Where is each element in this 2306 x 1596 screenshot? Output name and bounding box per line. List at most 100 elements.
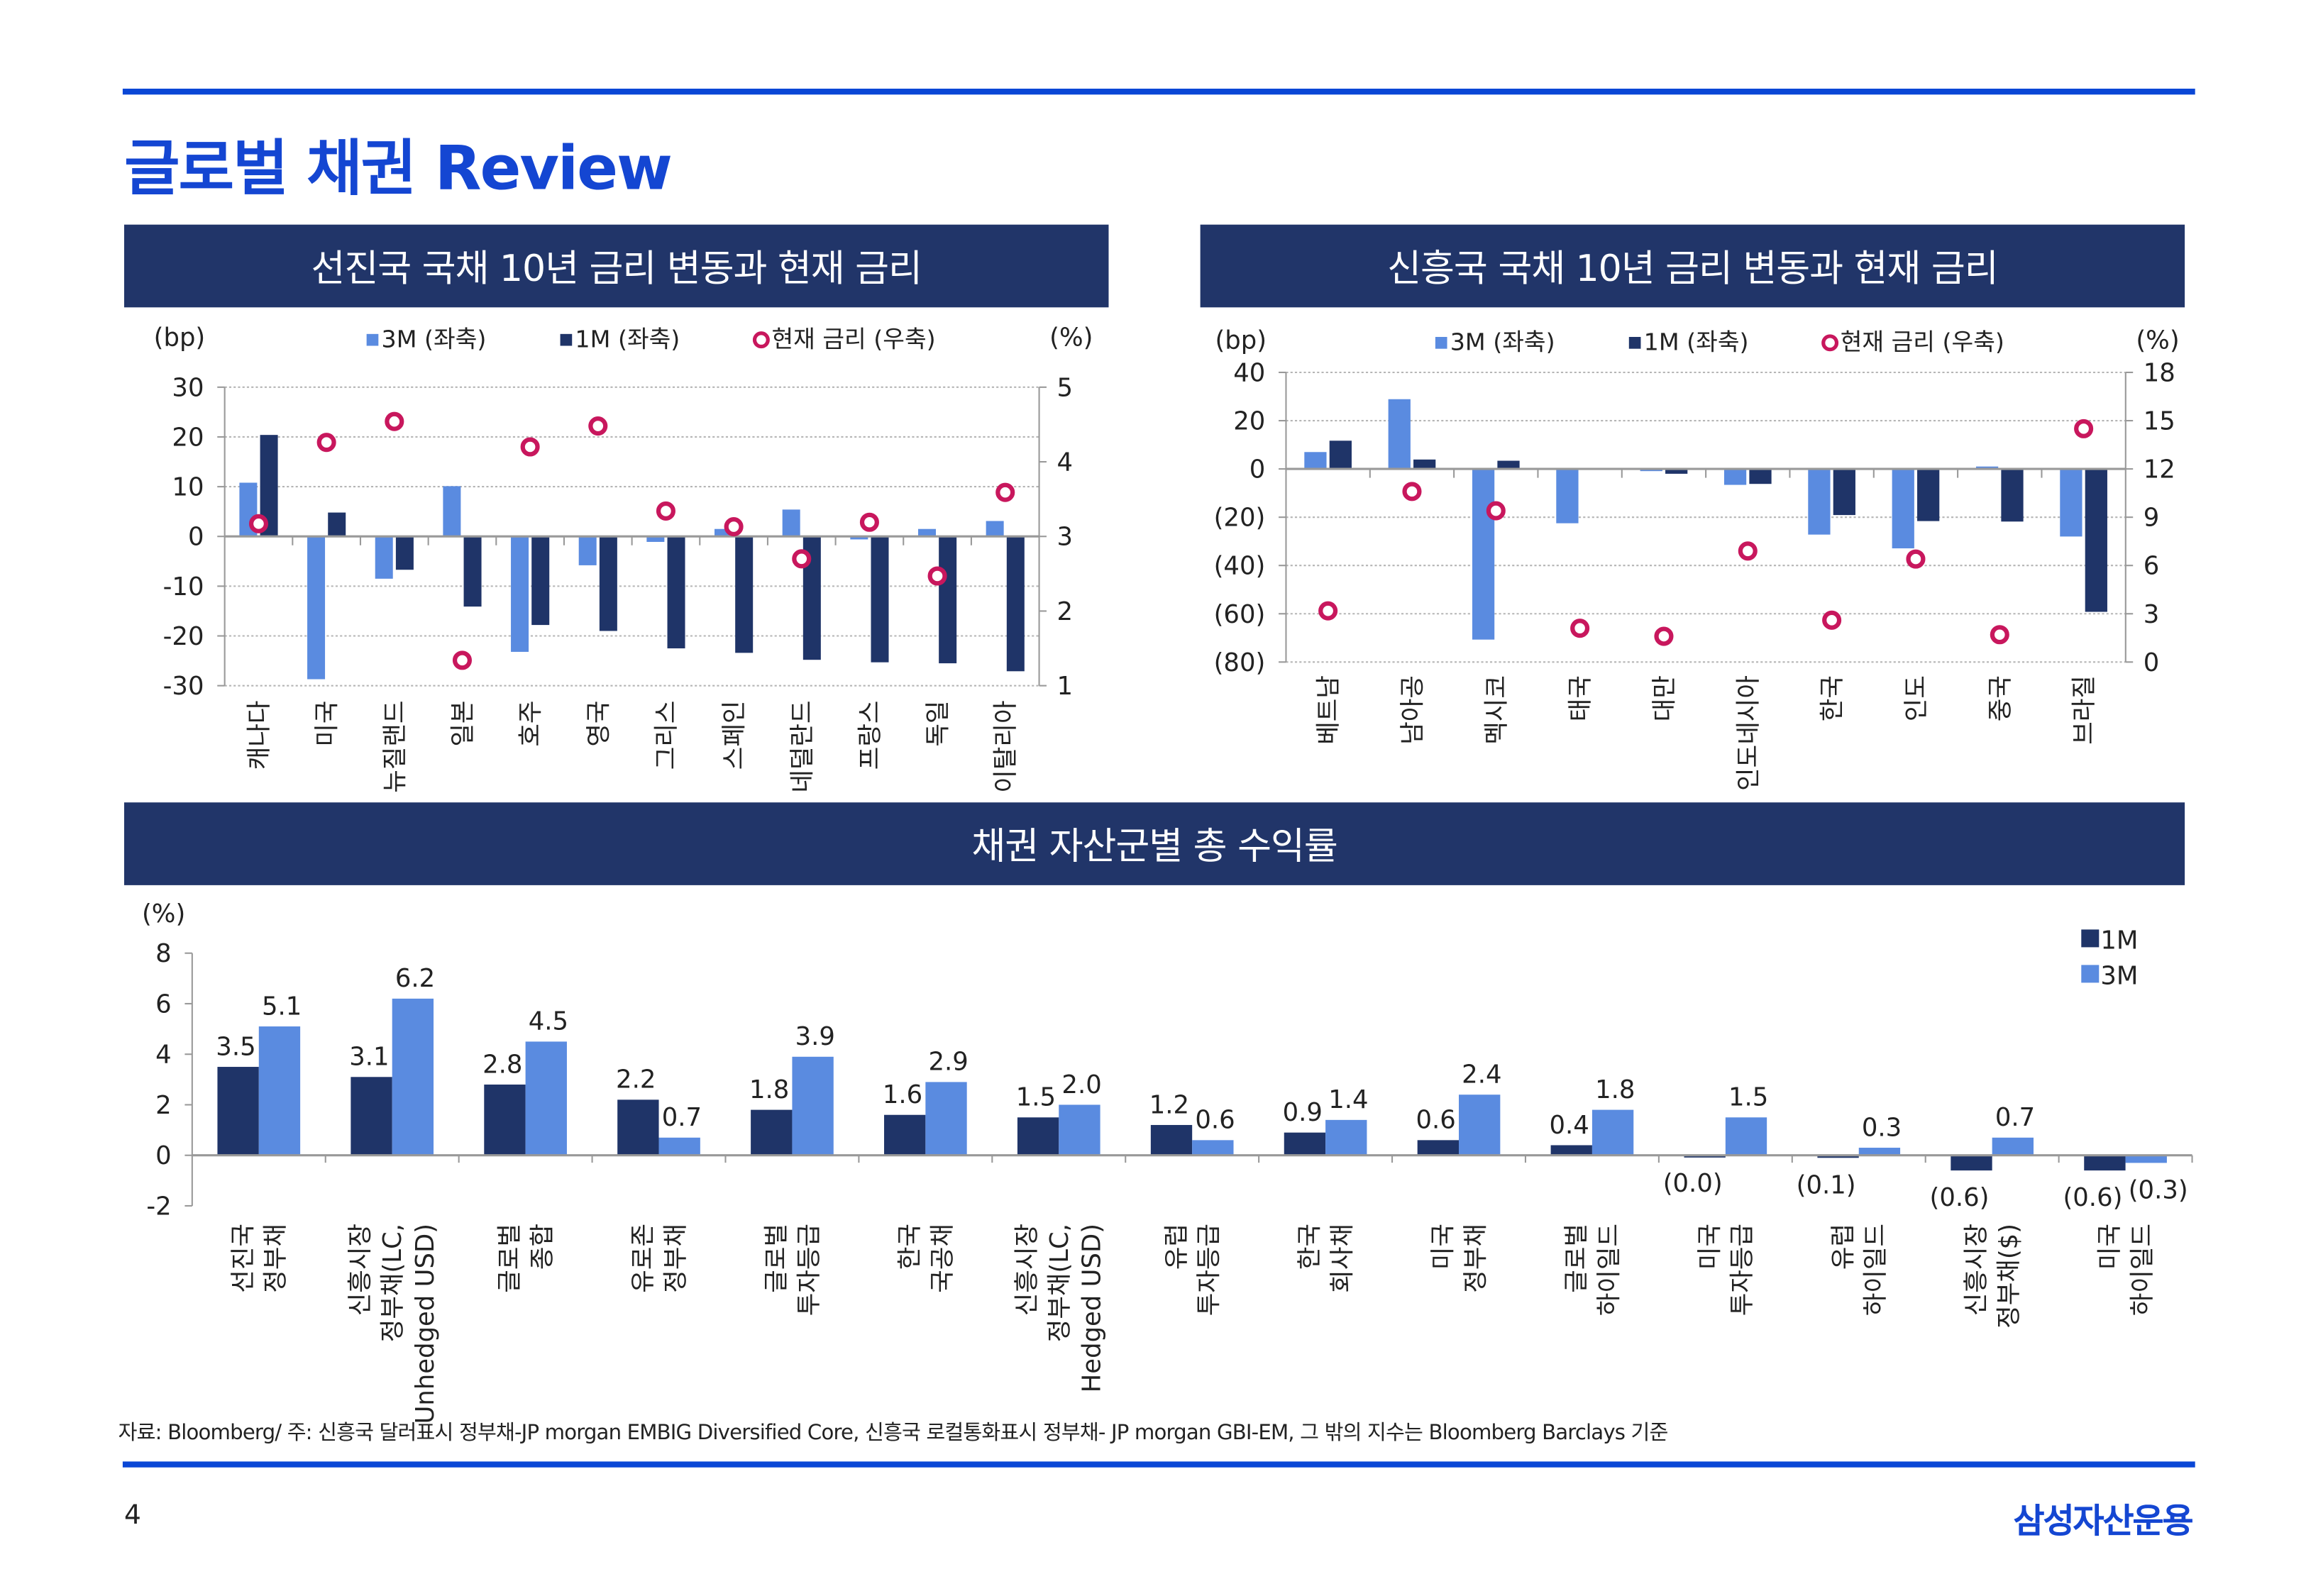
bar-3m — [1975, 466, 1999, 470]
x-tick-label-line: 하이일드 — [1594, 1224, 1623, 1316]
x-tick-label: 태국 — [1566, 675, 1595, 721]
data-label-3m: 0.7 — [662, 1103, 702, 1132]
y-tick-label: (80) — [1214, 648, 1266, 677]
x-tick-label-line: 미국 — [2095, 1224, 2124, 1270]
x-tick-label: 한국 — [1818, 675, 1847, 721]
company-logo: 삼성자산운용 — [2013, 1502, 2194, 1541]
x-tick-label: 인도네시아 — [1734, 675, 1763, 791]
x-tick-label-line: 투자등급 — [795, 1224, 824, 1316]
x-tick-label-line: 신흥시장 — [1962, 1224, 1991, 1316]
y-axis-unit: (bp) — [154, 323, 206, 352]
bar-1m — [531, 536, 550, 626]
data-label-1m: 0.6 — [1416, 1106, 1456, 1135]
rate-marker — [1822, 610, 1842, 630]
bar-3m — [1992, 1137, 2034, 1156]
data-label-3m: 3.9 — [795, 1022, 835, 1051]
y-axis-unit: (bp) — [1215, 326, 1267, 355]
y-tick-label: -20 — [163, 622, 204, 651]
bar-1m — [1417, 1140, 1460, 1156]
bar-3m — [2060, 469, 2082, 537]
x-tick-label-line: 투자등급 — [1195, 1224, 1224, 1316]
bar-3m — [1591, 1109, 1634, 1156]
rate-marker — [1486, 501, 1506, 521]
bar-1m — [871, 536, 889, 663]
x-tick-label-line: 회사채 — [1328, 1224, 1357, 1293]
x-tick-label-line: 정부채 — [1461, 1224, 1490, 1293]
x-tick-label: 호주 — [517, 700, 546, 746]
rate-marker — [1738, 541, 1758, 561]
bar-1m — [599, 536, 617, 631]
bar-3m — [792, 1056, 834, 1156]
x-tick-label: 일본 — [448, 700, 478, 746]
x-tick-label-line: 국공채 — [928, 1224, 957, 1293]
data-label-1m: 2.2 — [616, 1065, 656, 1095]
legend-label-rate: 현재 금리 (우축) — [771, 326, 935, 353]
chart3-header: 채권 자산군별 총 수익률 — [123, 802, 2185, 885]
rate-marker — [1318, 601, 1338, 621]
y2-axis-unit: (%) — [1049, 323, 1093, 352]
x-tick-label-line: 글로벌 — [1562, 1224, 1591, 1293]
y-tick-label: 40 — [1233, 358, 1265, 387]
y-tick-label: 8 — [155, 939, 172, 968]
bar-3m — [578, 536, 597, 565]
data-label-3m: 1.8 — [1595, 1075, 1635, 1104]
y-tick-label: 10 — [172, 473, 204, 502]
legend-label-3m: 3M — [2100, 961, 2138, 990]
bar-3m — [1325, 1119, 1367, 1156]
y-tick-label: 20 — [172, 423, 204, 452]
data-label-1m: 1.6 — [883, 1080, 922, 1109]
bar-3m — [307, 536, 326, 680]
bar-1m — [1817, 1155, 1859, 1158]
data-label-1m: 0.9 — [1283, 1098, 1323, 1127]
y2-tick-label: 9 — [2144, 504, 2160, 533]
y2-tick-label: 12 — [2144, 455, 2175, 484]
bar-1m — [463, 536, 482, 607]
x-tick-label-line: 글로벌 — [495, 1224, 524, 1293]
rate-marker — [1654, 626, 1674, 646]
data-label-3m: 5.1 — [262, 992, 302, 1021]
bar-3m — [658, 1137, 700, 1156]
rate-marker — [1570, 619, 1590, 638]
x-tick-label: 신흥시장 정부채($) — [1962, 1224, 2024, 1329]
rate-marker — [724, 517, 744, 537]
y-tick-label: 2 — [155, 1091, 172, 1120]
y2-tick-label: 3 — [1057, 523, 1074, 552]
bar-3m — [443, 486, 461, 537]
rate-marker — [520, 437, 540, 457]
x-tick-label: 유럽 하이일드 — [1828, 1224, 1890, 1316]
y2-tick-label: 4 — [1057, 448, 1074, 477]
bar-3m — [850, 536, 868, 540]
y-tick-label: 20 — [1233, 407, 1265, 436]
data-label-3m: 1.4 — [1328, 1085, 1368, 1114]
bar-1m — [884, 1114, 926, 1156]
y2-tick-label: 18 — [2144, 358, 2175, 387]
chart2-header: 신흥국 국채 10년 금리 변동과 현재 금리 — [1200, 224, 2185, 308]
x-tick-label: 중국 — [1986, 675, 2015, 721]
data-label-1m: 1.5 — [1016, 1083, 1056, 1112]
data-label-3m: 1.5 — [1728, 1083, 1768, 1112]
x-tick-label: 프랑스 — [856, 700, 885, 770]
y2-tick-label: 5 — [1057, 373, 1074, 402]
legend-swatch-3m — [1435, 336, 1447, 349]
legend-swatch-1m — [560, 333, 573, 346]
x-tick-label-line: 유로존 — [629, 1224, 658, 1293]
y-tick-label: 4 — [155, 1041, 172, 1070]
x-tick-label: 선진국 정부채 — [228, 1224, 290, 1293]
data-label-3m: 2.4 — [1462, 1060, 1501, 1090]
rate-marker — [792, 549, 812, 569]
bar-3m — [525, 1041, 567, 1156]
y-tick-label: 0 — [188, 523, 204, 552]
bar-1m — [1017, 1117, 1059, 1156]
y-tick-label: -30 — [163, 672, 204, 701]
x-tick-label: 스페인 — [720, 700, 749, 770]
page-title: 글로벌 채권 Review — [123, 133, 673, 204]
y2-tick-label: 15 — [2144, 407, 2175, 436]
bar-1m — [217, 1067, 259, 1156]
y-tick-label: -2 — [146, 1192, 171, 1221]
bar-3m — [258, 1026, 301, 1156]
data-label-3m: 4.5 — [529, 1007, 568, 1036]
bar-3m — [511, 536, 529, 652]
x-tick-label: 한국 회사채 — [1296, 1224, 1357, 1293]
x-tick-label-line: 정부채(LC, — [1045, 1224, 1074, 1342]
rate-marker — [588, 416, 608, 436]
